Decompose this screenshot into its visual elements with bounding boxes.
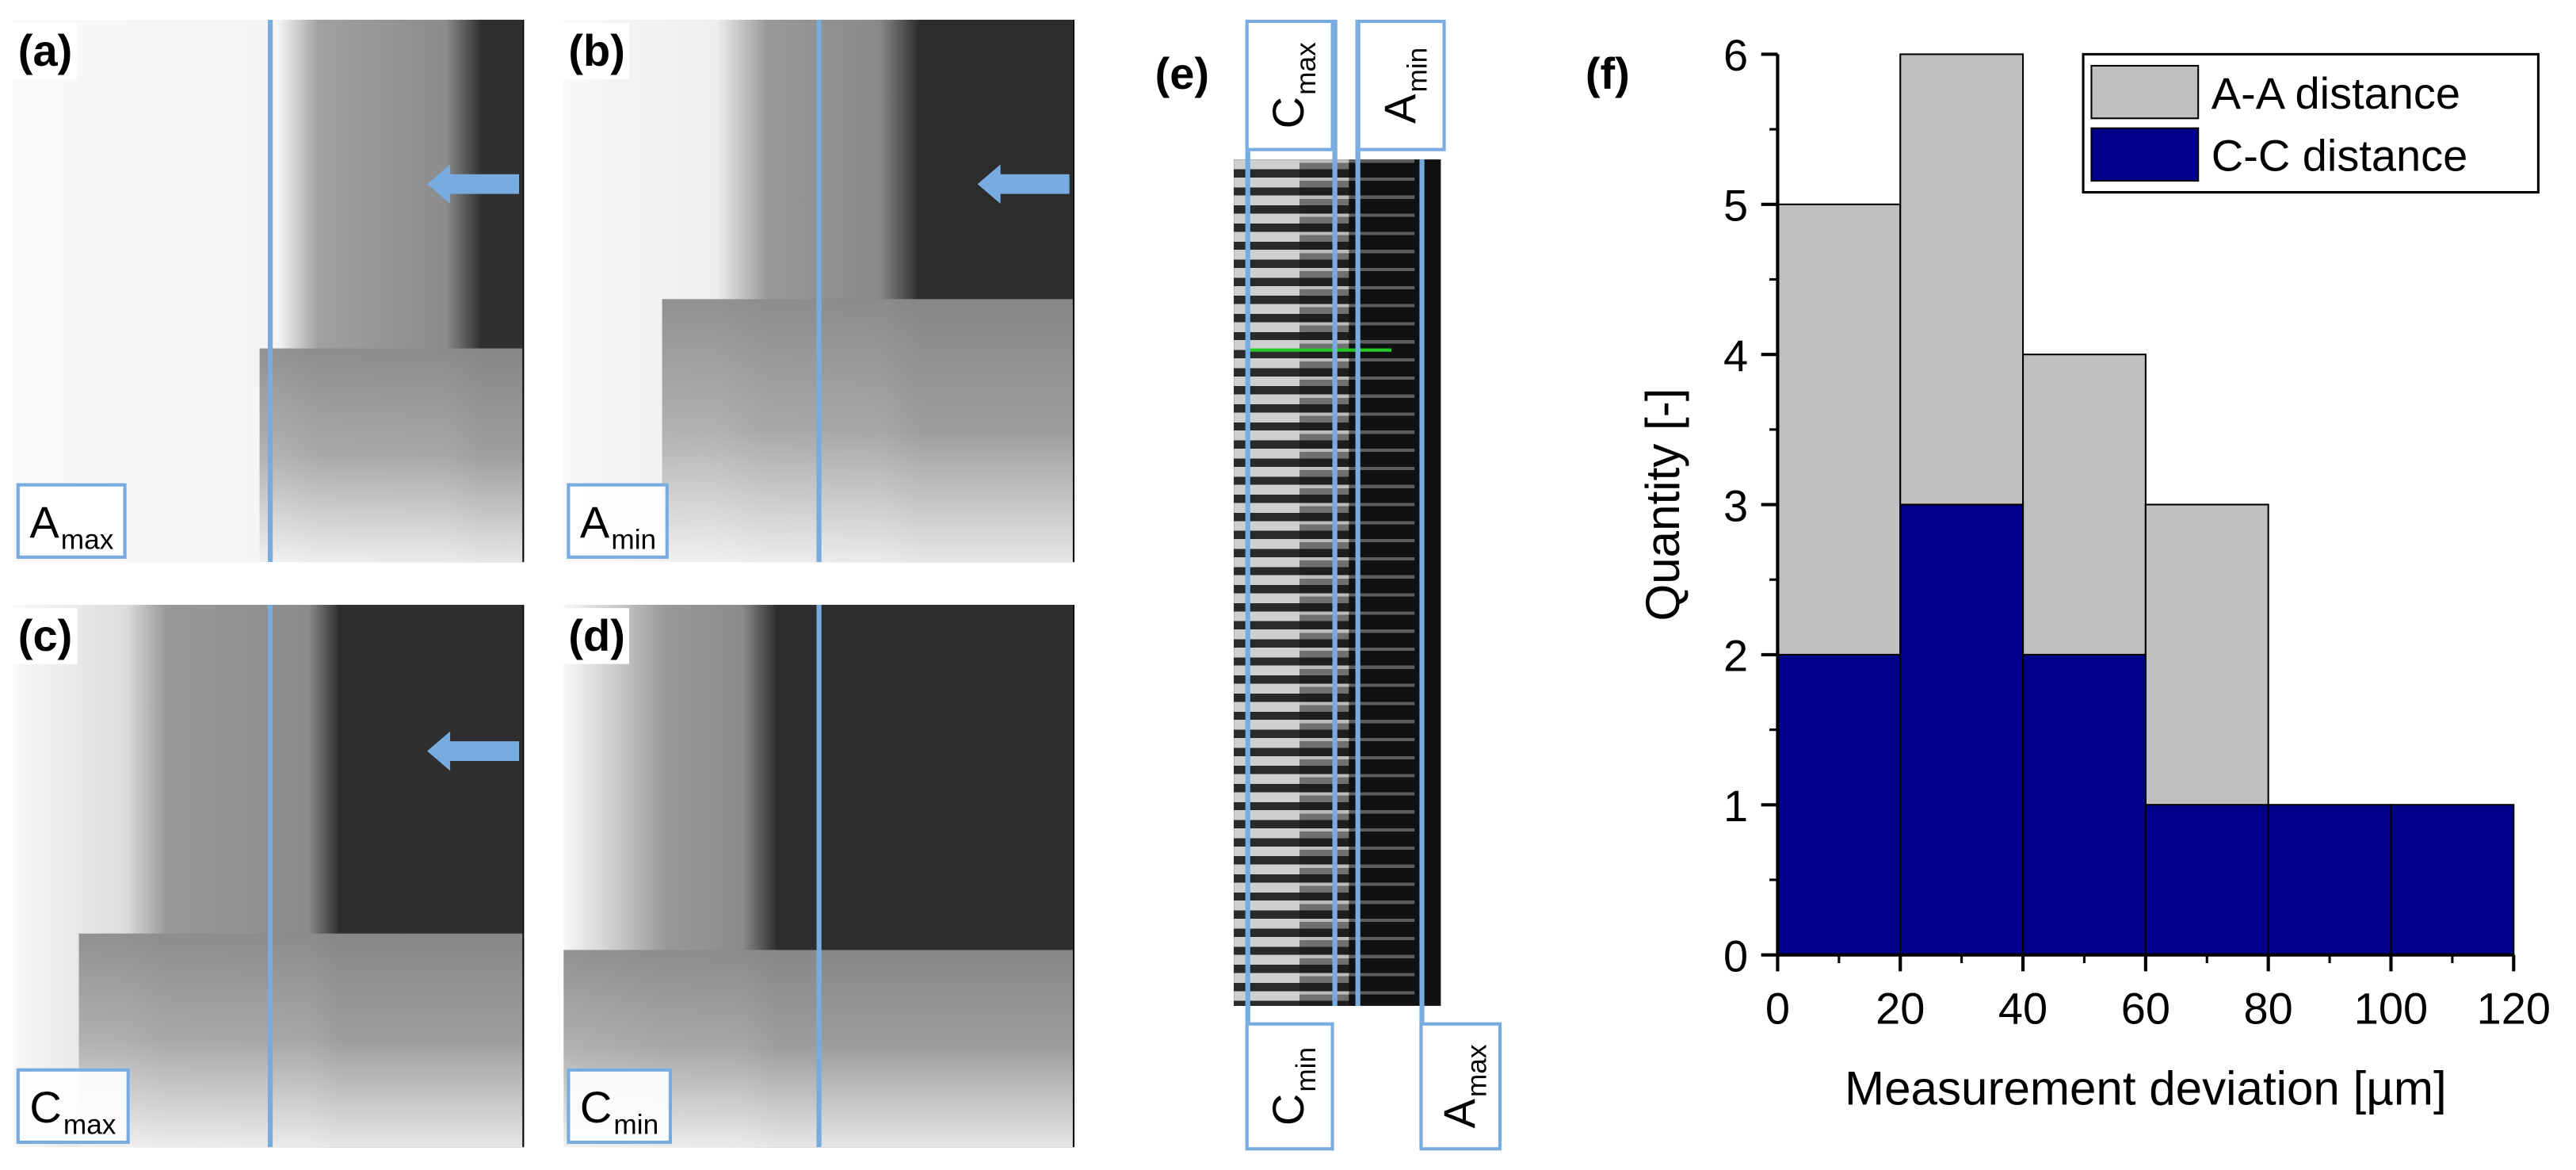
panel-e-tag: (e) — [1150, 46, 1215, 102]
marker-line — [816, 19, 822, 563]
panel-a-tag: (a) — [13, 23, 78, 79]
label-sub: min — [613, 1109, 659, 1141]
x-tick-label: 60 — [2121, 984, 2170, 1034]
y-axis-label: Quantity [-] — [1636, 388, 1689, 621]
marker-line — [816, 605, 822, 1148]
legend-label: C-C distance — [2212, 131, 2468, 181]
x-tick-label: 0 — [1765, 984, 1790, 1034]
panel-c-image — [13, 605, 525, 1148]
panel-b-tag: (b) — [563, 23, 631, 79]
amax-line — [1419, 159, 1425, 1146]
bar-cc-5 — [2390, 804, 2515, 956]
bar-cc-3 — [2144, 804, 2269, 956]
label-sub: max — [63, 1109, 116, 1141]
marker-line — [267, 19, 273, 563]
x-tick-label: 120 — [2477, 984, 2551, 1034]
green-measure-line — [1246, 348, 1392, 352]
cmin-line — [1245, 19, 1250, 1146]
label-main: A — [29, 498, 59, 548]
legend-label: A-A distance — [2212, 68, 2460, 118]
y-tick-label: 2 — [1723, 631, 1748, 681]
arrow-left-icon — [427, 731, 520, 771]
y-tick-label: 5 — [1723, 181, 1748, 231]
y-tick-label: 3 — [1723, 480, 1748, 530]
cmax-line — [1332, 19, 1338, 1006]
label-main: A — [579, 498, 610, 548]
panel-b-image — [563, 19, 1075, 563]
bar-cc-0 — [1776, 653, 1902, 956]
panel-d-tag: (d) — [563, 608, 631, 664]
bar-cc-1 — [1899, 503, 2025, 956]
x-tick-label: 80 — [2244, 984, 2293, 1034]
x-tick-label: 40 — [1998, 984, 2047, 1034]
bar-cc-4 — [2267, 804, 2392, 956]
amin-line — [1355, 19, 1361, 1006]
x-tick-label: 20 — [1876, 984, 1925, 1034]
panel-a-image — [13, 19, 525, 563]
panel-d-image — [563, 605, 1075, 1148]
label-main: C — [579, 1083, 613, 1133]
y-tick-label: 6 — [1723, 30, 1748, 80]
x-axis-label: Measurement deviation [µm] — [1845, 1061, 2447, 1115]
bar-cc-2 — [2022, 653, 2147, 956]
legend: A-A distance C-C distance — [2082, 52, 2540, 194]
label-sub: max — [60, 524, 114, 556]
y-tick-label: 4 — [1723, 331, 1748, 380]
legend-swatch — [2090, 127, 2200, 182]
panel-c-tag: (c) — [13, 608, 78, 664]
arrow-left-icon — [427, 164, 520, 205]
y-tick-label: 1 — [1723, 781, 1748, 831]
y-tick-label: 0 — [1723, 931, 1748, 981]
legend-swatch — [2090, 64, 2200, 120]
arrow-left-icon — [977, 164, 1070, 205]
label-sub: min — [611, 524, 657, 556]
panel-f-tag: (f) — [1580, 46, 1635, 102]
x-tick-label: 100 — [2354, 984, 2428, 1034]
label-main: C — [29, 1083, 62, 1133]
marker-line — [267, 605, 273, 1148]
